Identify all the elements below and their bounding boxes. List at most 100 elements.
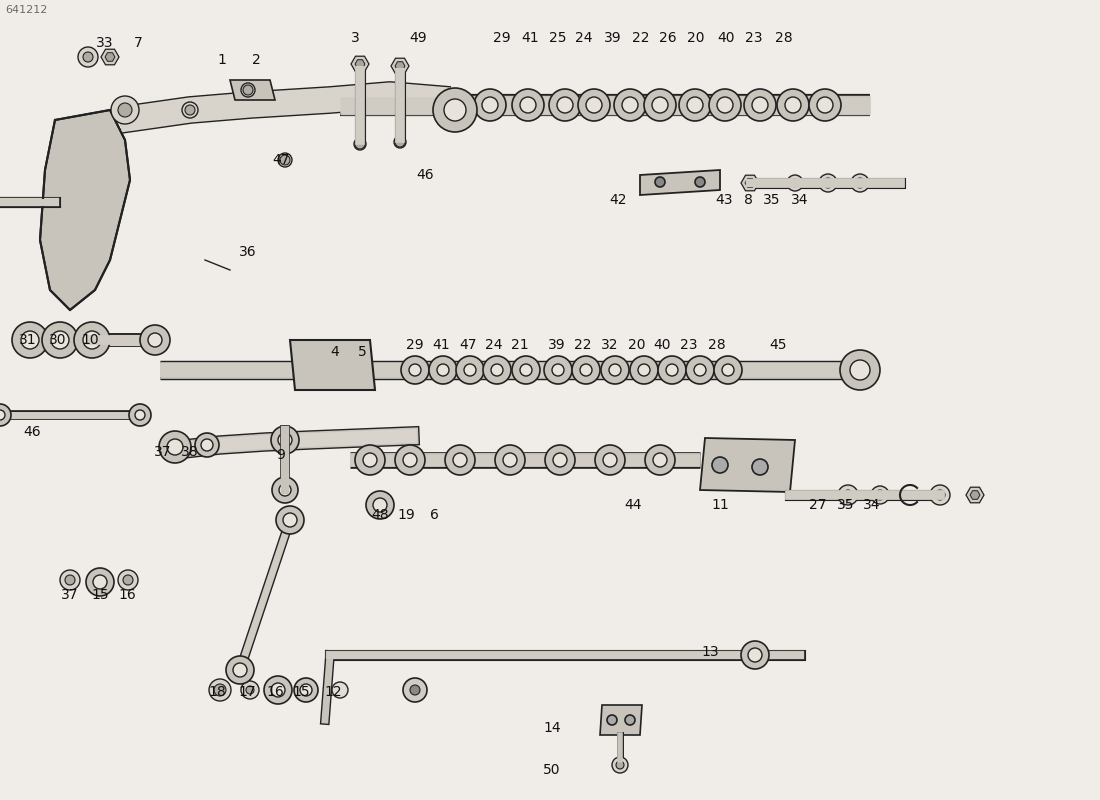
Circle shape xyxy=(395,445,425,475)
Circle shape xyxy=(777,89,808,121)
Text: 16: 16 xyxy=(118,588,136,602)
Text: 10: 10 xyxy=(81,333,99,347)
Text: 42: 42 xyxy=(609,193,627,207)
Circle shape xyxy=(0,410,6,420)
Circle shape xyxy=(544,356,572,384)
Circle shape xyxy=(241,681,258,699)
Polygon shape xyxy=(101,50,119,65)
Circle shape xyxy=(135,410,145,420)
Circle shape xyxy=(710,89,741,121)
Circle shape xyxy=(446,445,475,475)
Circle shape xyxy=(453,453,468,467)
Text: 40: 40 xyxy=(653,338,671,352)
Circle shape xyxy=(456,356,484,384)
Text: 27: 27 xyxy=(810,498,827,512)
Circle shape xyxy=(21,331,38,349)
Circle shape xyxy=(786,175,803,191)
Text: 30: 30 xyxy=(50,333,67,347)
Text: 15: 15 xyxy=(91,588,109,602)
Circle shape xyxy=(549,89,581,121)
Text: 31: 31 xyxy=(19,333,36,347)
Circle shape xyxy=(209,679,231,701)
Circle shape xyxy=(90,570,110,590)
Text: 41: 41 xyxy=(432,338,450,352)
Text: 8: 8 xyxy=(744,193,752,207)
Circle shape xyxy=(201,439,213,451)
Text: 16: 16 xyxy=(266,685,284,699)
Circle shape xyxy=(512,89,544,121)
Text: 38: 38 xyxy=(182,445,199,459)
Circle shape xyxy=(264,676,292,704)
Circle shape xyxy=(160,431,191,463)
Polygon shape xyxy=(970,490,980,499)
Text: 14: 14 xyxy=(543,721,561,735)
Circle shape xyxy=(840,350,880,390)
Text: 1: 1 xyxy=(218,53,227,67)
Text: 22: 22 xyxy=(574,338,592,352)
Text: 7: 7 xyxy=(133,36,142,50)
Circle shape xyxy=(148,333,162,347)
Circle shape xyxy=(129,404,151,426)
Circle shape xyxy=(586,97,602,113)
Polygon shape xyxy=(40,110,130,310)
Circle shape xyxy=(823,178,833,188)
Circle shape xyxy=(658,356,686,384)
Circle shape xyxy=(271,426,299,454)
Polygon shape xyxy=(700,438,795,492)
Circle shape xyxy=(60,570,80,590)
Text: 20: 20 xyxy=(688,31,705,45)
Circle shape xyxy=(607,715,617,725)
Text: 25: 25 xyxy=(549,31,566,45)
Circle shape xyxy=(930,485,950,505)
Circle shape xyxy=(595,445,625,475)
Circle shape xyxy=(395,137,405,147)
Circle shape xyxy=(82,52,94,62)
Circle shape xyxy=(625,715,635,725)
Text: 41: 41 xyxy=(521,31,539,45)
Circle shape xyxy=(483,356,512,384)
Polygon shape xyxy=(106,53,114,62)
Circle shape xyxy=(544,445,575,475)
Circle shape xyxy=(195,433,219,457)
Circle shape xyxy=(140,325,170,355)
Circle shape xyxy=(820,174,837,192)
Circle shape xyxy=(278,153,292,167)
Circle shape xyxy=(12,322,48,358)
Text: 18: 18 xyxy=(208,685,226,699)
Text: 49: 49 xyxy=(409,31,427,45)
Circle shape xyxy=(512,356,540,384)
Circle shape xyxy=(226,656,254,684)
Circle shape xyxy=(283,513,297,527)
Circle shape xyxy=(714,356,742,384)
Polygon shape xyxy=(230,80,275,100)
Circle shape xyxy=(785,97,801,113)
Circle shape xyxy=(294,678,318,702)
Circle shape xyxy=(354,138,366,150)
Polygon shape xyxy=(355,60,365,68)
Circle shape xyxy=(355,445,385,475)
Circle shape xyxy=(808,89,842,121)
Circle shape xyxy=(182,102,198,118)
Circle shape xyxy=(355,139,365,149)
Circle shape xyxy=(444,99,466,121)
Circle shape xyxy=(614,89,646,121)
Circle shape xyxy=(601,356,629,384)
Text: 35: 35 xyxy=(763,193,781,207)
Circle shape xyxy=(118,103,132,117)
Circle shape xyxy=(111,96,139,124)
Circle shape xyxy=(855,178,865,188)
Circle shape xyxy=(871,486,889,504)
Text: 40: 40 xyxy=(717,31,735,45)
Polygon shape xyxy=(741,175,759,190)
Circle shape xyxy=(616,761,624,769)
Circle shape xyxy=(346,357,363,373)
Text: 22: 22 xyxy=(632,31,650,45)
Circle shape xyxy=(403,453,417,467)
Text: 28: 28 xyxy=(708,338,726,352)
Circle shape xyxy=(280,155,290,165)
Circle shape xyxy=(94,575,107,589)
Circle shape xyxy=(327,357,343,373)
Text: 37: 37 xyxy=(62,588,79,602)
Circle shape xyxy=(433,88,477,132)
Circle shape xyxy=(474,89,506,121)
